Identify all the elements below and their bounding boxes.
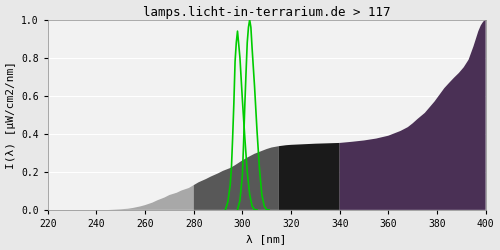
- Polygon shape: [194, 146, 279, 210]
- Polygon shape: [48, 185, 194, 210]
- Polygon shape: [279, 143, 340, 210]
- Polygon shape: [340, 20, 486, 210]
- Y-axis label: I(λ) [µW/cm2/nm]: I(λ) [µW/cm2/nm]: [6, 61, 16, 169]
- Title: lamps.licht-in-terrarium.de > 117: lamps.licht-in-terrarium.de > 117: [143, 6, 390, 18]
- X-axis label: λ [nm]: λ [nm]: [246, 234, 287, 244]
